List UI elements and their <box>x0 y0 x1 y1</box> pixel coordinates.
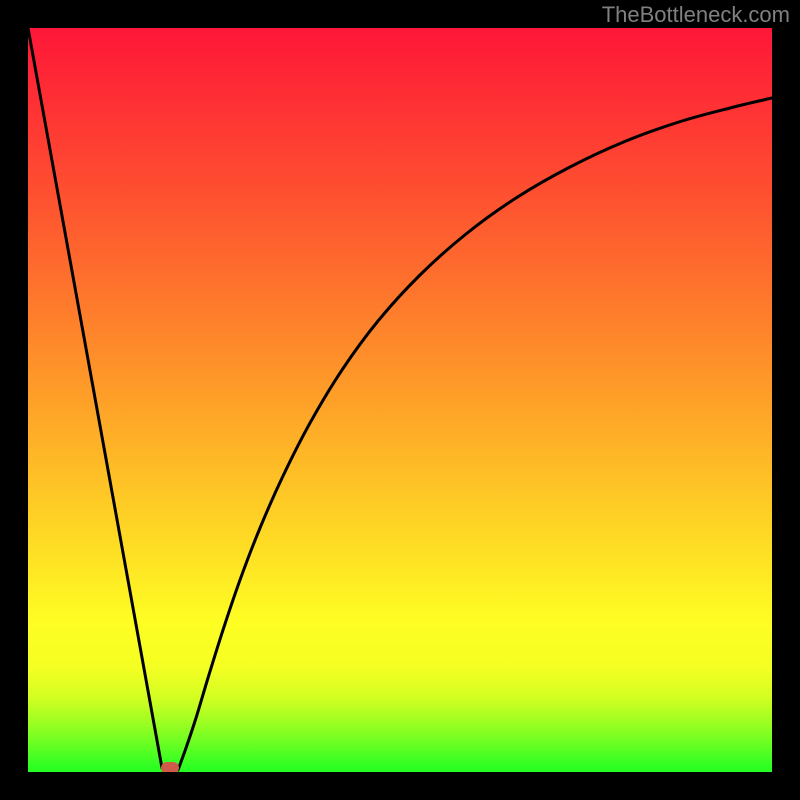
chart-frame: TheBottleneck.com <box>0 0 800 800</box>
attribution-text: TheBottleneck.com <box>602 2 790 28</box>
curve-minimum-marker <box>161 762 179 772</box>
bottleneck-curve <box>28 28 772 772</box>
plot-area <box>28 28 772 772</box>
